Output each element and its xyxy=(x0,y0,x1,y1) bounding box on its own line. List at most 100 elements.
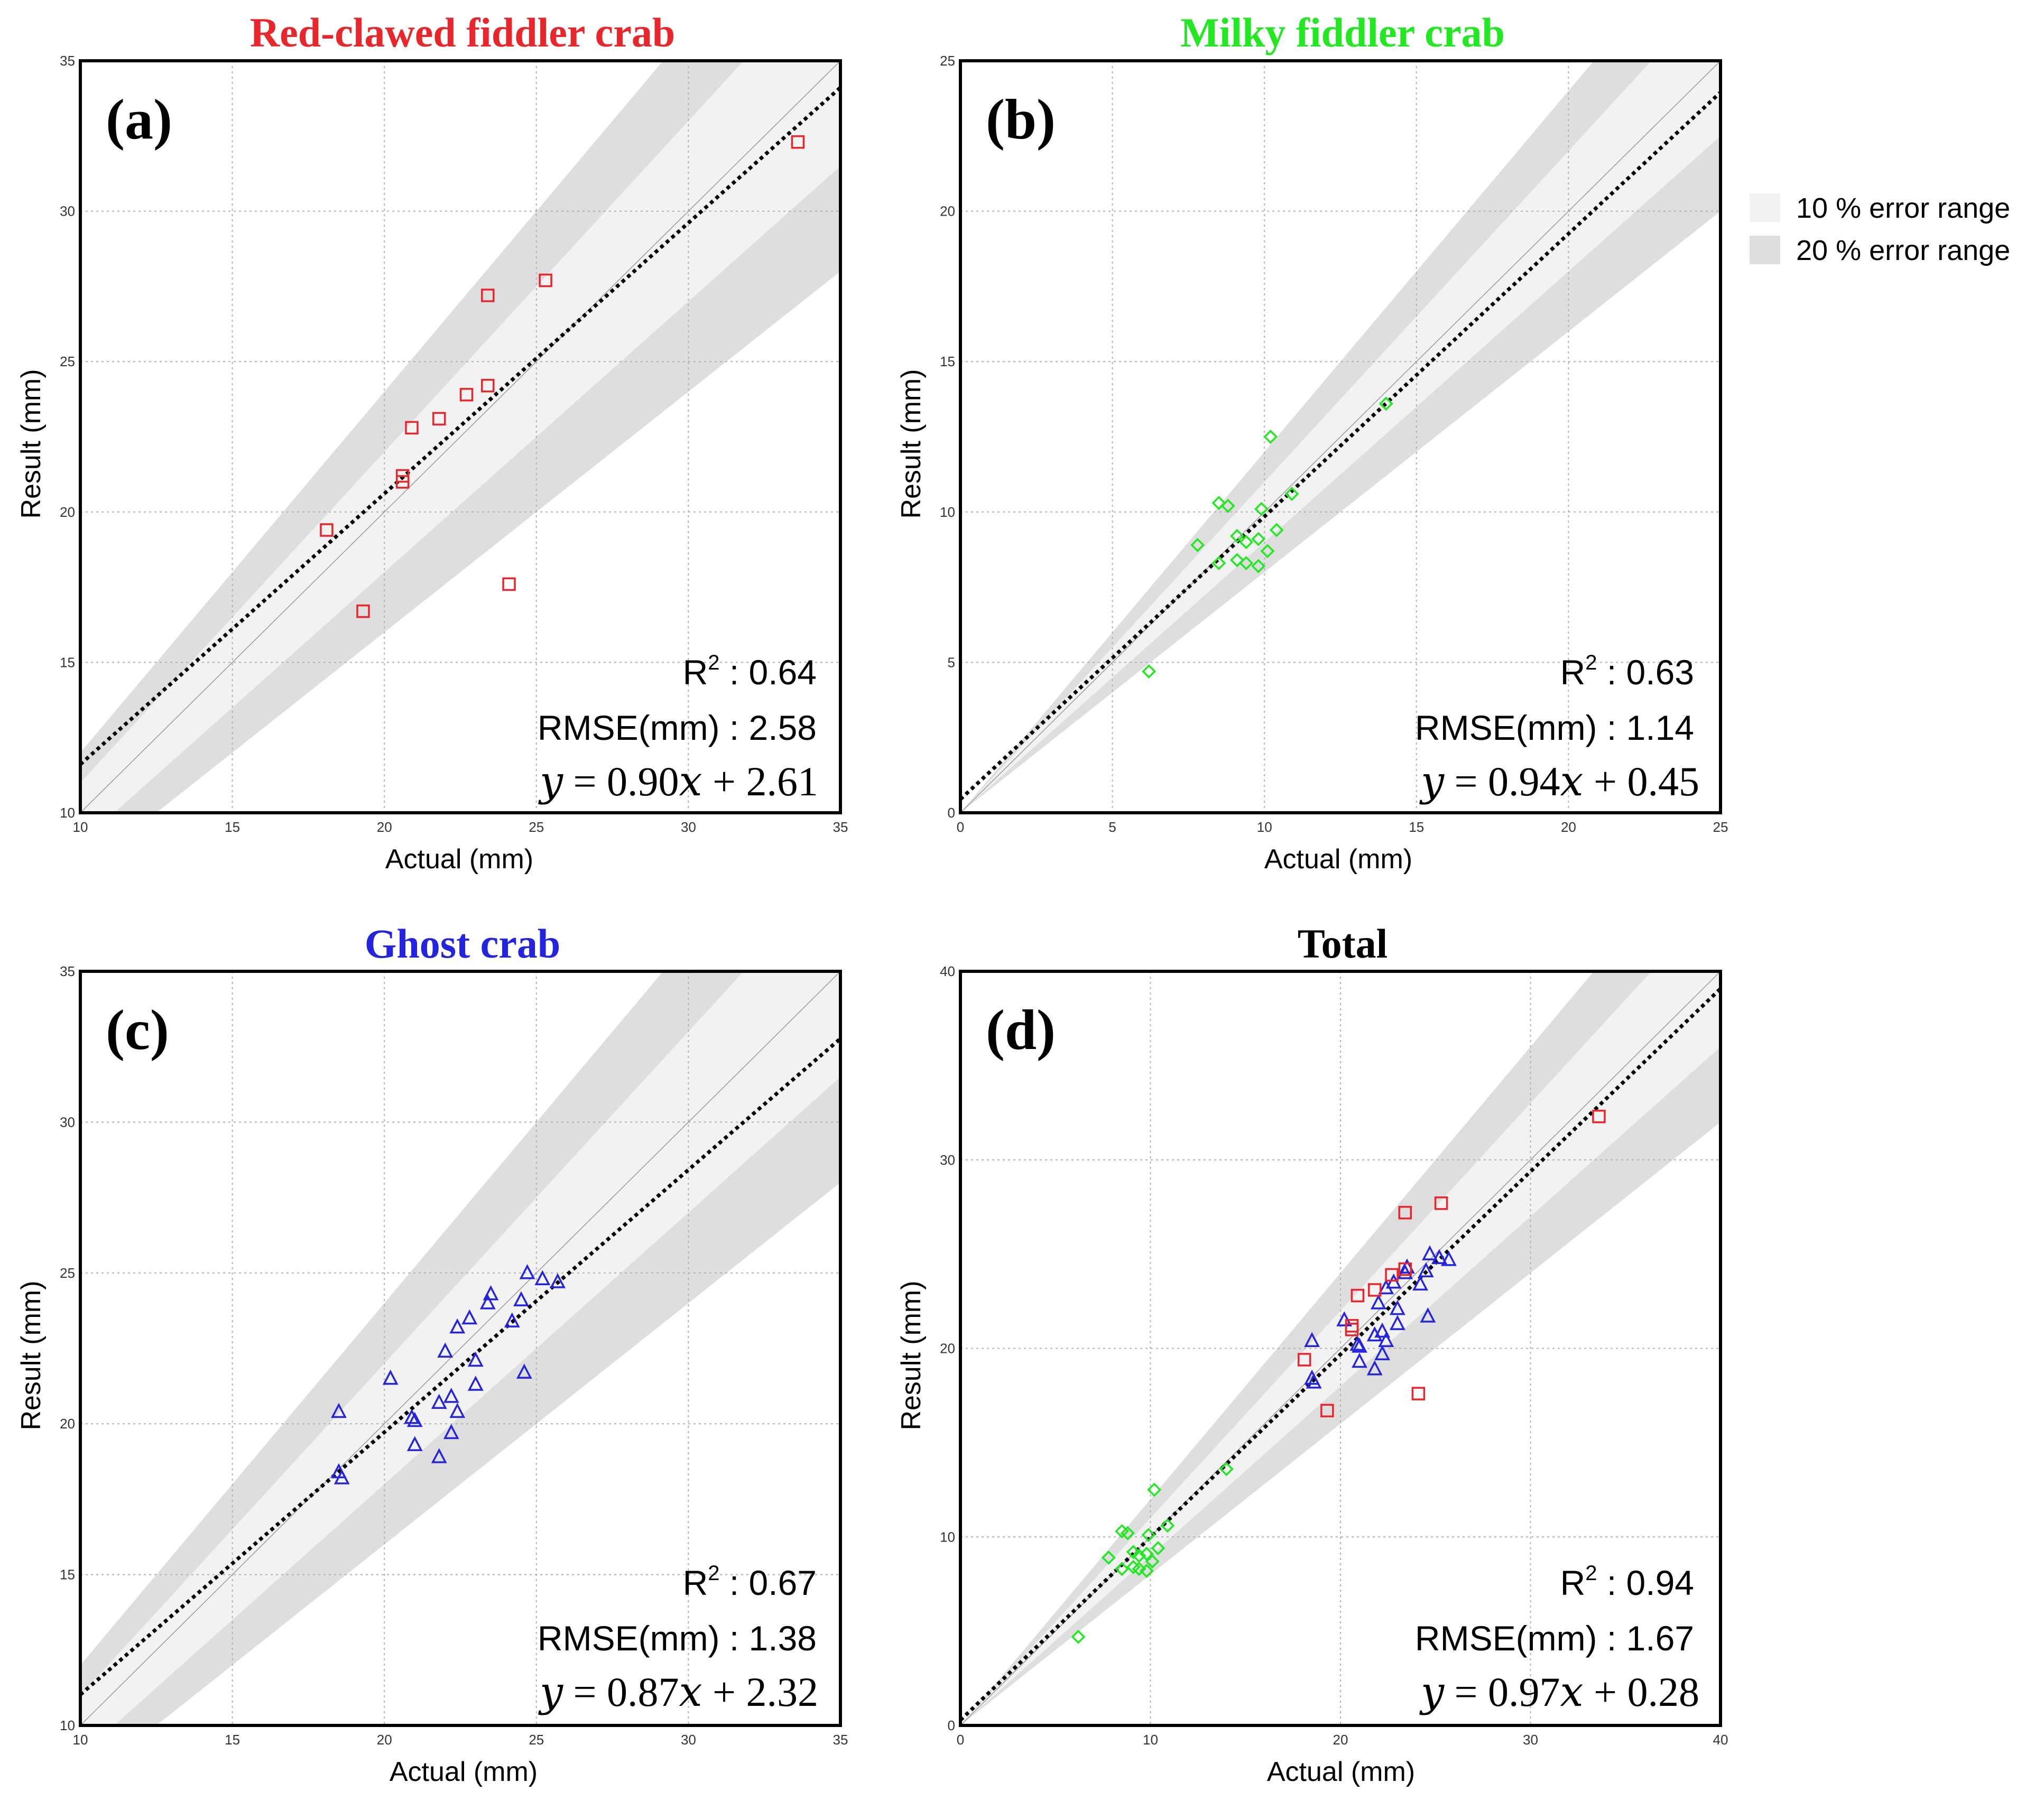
y-axis-label: Result (mm) xyxy=(896,369,927,518)
y-tick-label: 10 xyxy=(940,1529,955,1545)
data-point-triangle xyxy=(550,1273,566,1288)
y-tick-label: 0 xyxy=(948,805,955,821)
y-tick-label: 15 xyxy=(940,354,955,369)
identity-line xyxy=(960,971,1721,1725)
data-point-triangle xyxy=(449,1318,466,1334)
data-point-triangle xyxy=(443,1424,459,1440)
data-point-triangle xyxy=(1306,1373,1322,1389)
data-point-diamond xyxy=(1251,559,1266,573)
data-point-triangle xyxy=(1385,1273,1402,1289)
legend-swatch-20 xyxy=(1750,236,1780,264)
regression-equation: 𝑦 = 0.87𝑥 + 2.32 xyxy=(538,1669,818,1715)
y-tick-label: 35 xyxy=(60,53,75,69)
data-point-triangle xyxy=(504,1312,520,1327)
r2-value: : 0.67 xyxy=(720,1563,817,1602)
data-point-diamond xyxy=(1190,537,1205,552)
plot-area: 0 10 20 30 40 0 10 20 30 40 xyxy=(940,963,1728,1748)
data-point-triangle xyxy=(1422,1245,1438,1260)
y-tick-label: 15 xyxy=(60,1567,75,1583)
data-point-diamond xyxy=(1120,1526,1135,1540)
data-point-square xyxy=(356,604,370,618)
legend-label-20: 20 % error range xyxy=(1796,235,2010,266)
data-point-diamond xyxy=(1379,396,1393,411)
x-axis-label: Actual (mm) xyxy=(390,1757,538,1787)
legend-swatch-10 xyxy=(1750,193,1780,222)
data-point-square xyxy=(405,421,419,435)
x-tick-label: 25 xyxy=(529,1732,544,1748)
data-point-square xyxy=(1398,1205,1412,1220)
y-axis-label: Result (mm) xyxy=(16,1280,47,1430)
y-axis-label: Result (mm) xyxy=(16,369,47,518)
regression-equation: 𝑦 = 0.97𝑥 + 0.28 xyxy=(1419,1669,1699,1715)
x-tick-label: 15 xyxy=(225,819,240,835)
rmse-stat: RMSE(mm) : 1.38 xyxy=(538,1619,817,1658)
data-point-triangle xyxy=(1389,1315,1405,1330)
data-point-square xyxy=(1367,1283,1382,1297)
data-point-triangle xyxy=(513,1291,529,1306)
data-point-diamond xyxy=(1239,535,1254,550)
panel-a: Red-clawed fiddler crab 10 15 20 25 30 35 10 15… xyxy=(16,10,848,875)
rmse-stat: RMSE(mm) : 1.14 xyxy=(1415,708,1694,747)
data-point-square xyxy=(395,469,410,483)
data-point-diamond xyxy=(1269,523,1284,537)
x-tick-label: 30 xyxy=(681,1732,696,1748)
panel-title: Red-clawed fiddler crab xyxy=(250,10,675,55)
data-point-triangle xyxy=(1352,1352,1367,1368)
r2-superscript: 2 xyxy=(1585,651,1597,674)
rmse-stat: RMSE(mm) : 1.67 xyxy=(1415,1619,1694,1658)
x-tick-label: 0 xyxy=(957,819,964,835)
y-tick-label: 25 xyxy=(60,354,75,369)
plot-frame xyxy=(959,970,1722,1727)
data-point-triangle xyxy=(461,1309,478,1325)
data-point-diamond xyxy=(1141,1528,1156,1543)
r2-label: R xyxy=(1560,653,1586,692)
r2-label: R xyxy=(683,653,708,692)
data-point-triangle xyxy=(534,1270,551,1285)
x-tick-label: 25 xyxy=(529,819,544,835)
data-point-triangle xyxy=(1389,1299,1405,1315)
x-tick-label: 35 xyxy=(833,1732,848,1748)
data-point-diamond xyxy=(1139,1546,1154,1561)
r2-superscript: 2 xyxy=(708,1562,719,1585)
data-point-square xyxy=(432,412,446,426)
r2-superscript: 2 xyxy=(708,651,719,674)
y-tick-label: 30 xyxy=(940,1152,955,1168)
y-tick-label: 25 xyxy=(60,1265,75,1281)
data-point-square xyxy=(539,273,552,287)
x-tick-label: 35 xyxy=(833,819,848,835)
panel-title: Ghost crab xyxy=(365,921,561,967)
data-point-diamond xyxy=(1239,556,1254,571)
plot-frame xyxy=(79,970,842,1727)
rmse-stat: RMSE(mm) : 2.58 xyxy=(538,708,817,747)
data-point-square xyxy=(1592,1109,1606,1124)
panel-b: Milky fiddler crab 0 5 10 15 20 250510152025 … xyxy=(896,10,1728,875)
data-point-triangle xyxy=(1418,1262,1434,1277)
y-tick-label: 40 xyxy=(940,963,955,979)
data-point-diamond xyxy=(1211,496,1226,510)
x-tick-label: 30 xyxy=(681,819,696,835)
legend-label-10: 10 % error range xyxy=(1796,192,2010,224)
panel-label: (b) xyxy=(986,88,1056,151)
y-tick-label: 25 xyxy=(940,53,955,69)
x-tick-label: 20 xyxy=(377,819,392,835)
data-point-square xyxy=(1385,1268,1399,1282)
data-point-square xyxy=(320,523,334,537)
data-point-triangle xyxy=(483,1285,499,1301)
data-point-diamond xyxy=(1145,1554,1160,1569)
data-point-triangle xyxy=(516,1363,532,1379)
data-point-diamond xyxy=(1229,528,1244,543)
data-point-diamond xyxy=(1132,1562,1146,1576)
data-point-triangle xyxy=(1441,1251,1457,1266)
identity-line xyxy=(80,971,840,1725)
data-point-square xyxy=(1297,1353,1311,1367)
data-point-triangle xyxy=(467,1351,484,1367)
x-tick-label: 15 xyxy=(225,1732,240,1748)
x-tick-label: 25 xyxy=(1713,819,1728,835)
data-point-diamond xyxy=(1142,664,1157,679)
y-tick-label: 30 xyxy=(60,1114,75,1130)
regression-equation: 𝑦 = 0.90𝑥 + 2.61 xyxy=(538,758,818,804)
plot-inner xyxy=(960,971,1721,1725)
x-tick-label: 15 xyxy=(1409,819,1424,835)
r2-label: R xyxy=(1560,1563,1586,1602)
